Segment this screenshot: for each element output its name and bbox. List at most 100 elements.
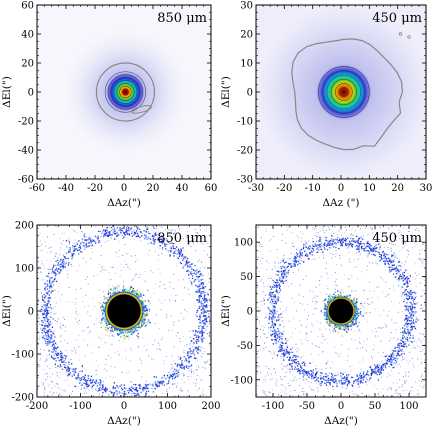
ring-pixel: [199, 285, 201, 288]
noise-pixel: [82, 330, 84, 332]
noise-pixel: [335, 271, 336, 273]
ring-pixel: [181, 364, 184, 366]
ring-pixel: [189, 264, 191, 266]
noise-pixel: [280, 376, 281, 378]
ring-pixel: [98, 389, 101, 391]
speckle-pixel: [148, 320, 150, 322]
noise-pixel: [114, 273, 116, 275]
noise-pixel: [171, 355, 173, 357]
ring-pixel: [68, 250, 70, 252]
ring-pixel: [196, 331, 198, 333]
ring-pixel: [277, 292, 279, 294]
noise-pixel: [340, 239, 342, 241]
ring-pixel: [136, 232, 139, 235]
ring-pixel: [76, 376, 79, 378]
ring-pixel: [294, 265, 296, 267]
noise-pixel: [43, 318, 45, 320]
ring-pixel: [346, 243, 348, 245]
noise-pixel: [329, 328, 331, 330]
noise-pixel: [266, 285, 268, 287]
ring-pixel: [58, 268, 60, 270]
ring-pixel: [172, 373, 174, 375]
ring-pixel: [297, 264, 299, 266]
ring-pixel: [390, 262, 392, 264]
panel-4: -100 -50 0 50 100-100-50050100ΔAz(")ΔEl(")45…: [220, 224, 427, 427]
ring-pixel: [398, 346, 400, 349]
noise-pixel: [374, 308, 376, 310]
ring-pixel: [193, 349, 195, 351]
ring-pixel: [76, 378, 78, 381]
noise-pixel: [258, 226, 260, 228]
ring-pixel: [374, 249, 376, 251]
noise-pixel: [181, 238, 183, 239]
ring-pixel: [196, 291, 198, 293]
ring-pixel: [60, 352, 62, 355]
ring-pixel: [274, 332, 276, 334]
ring-pixel: [402, 334, 404, 336]
noise-pixel: [175, 235, 177, 237]
noise-pixel: [371, 228, 373, 229]
ring-pixel: [202, 309, 204, 311]
speckle-pixel: [114, 291, 116, 293]
noise-pixel: [283, 254, 285, 256]
ring-pixel: [337, 241, 339, 243]
ring-pixel: [366, 243, 368, 245]
ring-pixel: [279, 344, 282, 346]
speckle-pixel: [111, 327, 113, 329]
noise-pixel: [354, 339, 356, 341]
noise-pixel: [187, 395, 189, 397]
noise-pixel: [345, 229, 347, 231]
noise-pixel: [138, 370, 140, 372]
ring-pixel: [69, 248, 71, 251]
ring-pixel: [139, 385, 141, 387]
ring-pixel: [137, 390, 139, 392]
noise-pixel: [259, 336, 261, 338]
ring-pixel: [197, 339, 199, 341]
ring-pixel: [88, 237, 90, 239]
noise-pixel: [285, 277, 287, 279]
ring-pixel: [200, 291, 202, 293]
speckle-pixel: [148, 308, 151, 311]
ring-pixel: [160, 241, 162, 244]
ring-pixel: [84, 239, 86, 241]
ring-pixel: [402, 327, 404, 329]
ring-pixel: [349, 244, 351, 246]
ring-pixel: [272, 327, 275, 329]
ring-pixel: [165, 248, 167, 250]
noise-pixel: [257, 350, 259, 352]
noise-pixel: [400, 328, 402, 330]
noise-pixel: [187, 237, 188, 239]
noise-pixel: [366, 384, 368, 386]
ring-pixel: [206, 321, 208, 323]
noise-pixel: [49, 391, 51, 393]
ring-pixel: [128, 227, 130, 229]
ring-pixel: [278, 330, 280, 332]
noise-pixel: [281, 316, 283, 318]
noise-pixel: [148, 395, 150, 397]
ring-pixel: [72, 370, 74, 372]
ring-pixel: [61, 265, 63, 267]
noise-pixel: [356, 252, 358, 254]
ring-pixel: [308, 247, 310, 249]
noise-pixel: [423, 289, 425, 291]
noise-pixel: [284, 387, 286, 389]
ring-pixel: [106, 226, 108, 229]
ring-pixel: [293, 263, 295, 265]
ring-pixel: [173, 255, 175, 257]
ring-pixel: [204, 318, 207, 320]
ring-pixel: [183, 375, 185, 377]
ring-pixel: [123, 236, 125, 238]
noise-pixel: [55, 383, 57, 385]
noise-pixel: [370, 303, 372, 305]
noise-pixel: [201, 379, 203, 381]
noise-pixel: [174, 395, 176, 397]
noise-pixel: [419, 393, 421, 395]
ring-pixel: [119, 229, 121, 231]
ring-pixel: [319, 248, 321, 250]
ring-pixel: [375, 244, 378, 246]
outer-contour: [95, 62, 156, 122]
noise-pixel: [317, 335, 319, 337]
noise-pixel: [52, 338, 54, 340]
ring-pixel: [366, 379, 368, 381]
ring-pixel: [409, 337, 411, 339]
